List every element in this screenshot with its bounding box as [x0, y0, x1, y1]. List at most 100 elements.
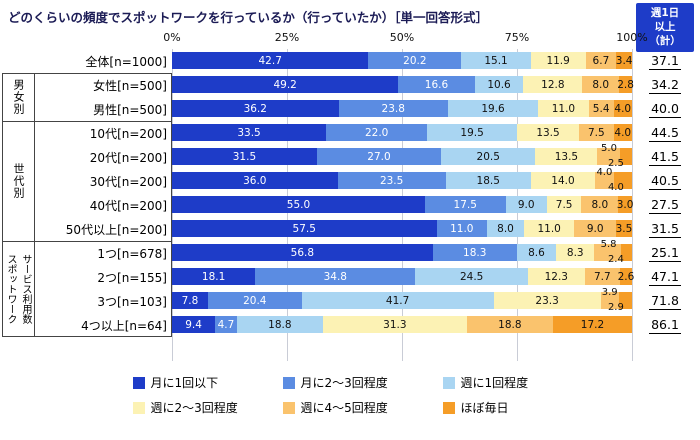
bar-segment: 18.5: [445, 172, 531, 189]
bar-segment: 8.6: [516, 244, 557, 261]
bar-segment: [594, 244, 621, 261]
summary-value: 47.1: [632, 265, 698, 289]
bar-segment-value: 3.4: [615, 54, 633, 67]
bar-segment-value: 9.0: [586, 222, 604, 235]
bar-segment-value: 22.0: [364, 126, 389, 139]
bar-segment: 24.5: [415, 268, 529, 285]
bar-segment: 7.8: [172, 292, 208, 309]
bar-segment: 8.0: [581, 196, 619, 213]
bar-segment-value: 42.7: [258, 54, 282, 67]
group-label: スポットワーク サービス利用数: [2, 241, 34, 337]
bar-segment-value: 3.9: [601, 287, 618, 298]
bar-segment: 11.9: [530, 52, 586, 69]
summary-value: 37.1: [632, 49, 698, 73]
bar-segment: 18.8: [466, 316, 553, 333]
summary-header-line-3: （計）: [649, 35, 681, 48]
summary-value-text: 86.1: [649, 316, 681, 334]
bar-segment-value: 23.8: [381, 102, 405, 115]
bar-segment: 7.5: [546, 196, 582, 213]
summary-value: 41.5: [632, 145, 698, 169]
bar-segment-value: 13.5: [536, 126, 560, 139]
bar-segment-value: 33.5: [237, 126, 261, 139]
bar-segment: 4.0: [613, 124, 632, 141]
bar-segment-value: 2.9: [607, 302, 624, 313]
bar-segment-value: 55.0: [286, 198, 311, 211]
bar-segment-value: 9.0: [517, 198, 535, 211]
chart-title: どのくらいの頻度でスポットワークを行っているか（行っていたか）［単一回答形式］: [8, 10, 489, 25]
bar-segment: 6.7: [585, 52, 617, 69]
row-label: 20代[n=200]: [89, 150, 167, 165]
bar-segment-value: 12.8: [541, 78, 565, 91]
legend-label: 週に4～5回程度: [300, 401, 388, 415]
bar-segment-value: 2.4: [607, 254, 624, 265]
bar-segment: 13.5: [516, 124, 580, 141]
stacked-bar: 49.2 16.6 10.6 12.8 8.0 2.8: [172, 76, 634, 93]
bar-segment-value: 24.5: [459, 270, 484, 283]
summary-value-text: 40.5: [649, 172, 681, 190]
bar-segment: 27.0: [316, 148, 442, 165]
bar-row: 36.2 23.8 19.6 11.0 5.4 4.0: [172, 97, 632, 121]
bar-segment-value: 16.6: [424, 78, 449, 91]
group-spacer: [2, 49, 34, 73]
bar-segment: [595, 172, 614, 189]
bar-segment-value: 36.2: [243, 102, 267, 115]
bar-segment: [600, 292, 619, 309]
bar-segment: 20.2: [368, 52, 462, 69]
legend-item: 月に2～3回程度: [282, 374, 443, 391]
bar-segment: 8.0: [582, 76, 620, 93]
stacked-bar: 33.5 22.0 19.5 13.5 7.5 4.0: [172, 124, 632, 141]
bar-segment-value: 36.0: [243, 174, 267, 187]
summary-header-line-1: 週1日: [650, 7, 680, 19]
bar-segment: 17.2: [552, 316, 632, 333]
bar-segment-value: 23.3: [535, 294, 559, 307]
bar-row: 49.2 16.6 10.6 12.8 8.0 2.8: [172, 73, 634, 97]
bar-segment: 9.0: [574, 220, 616, 237]
group-label: 世代別: [2, 121, 34, 241]
bar-segment-value: 10.6: [487, 78, 511, 91]
group-label-text: 男女別: [12, 79, 25, 115]
bar-segment-value: 2.8: [617, 78, 634, 91]
bar-segment: 5.4: [588, 100, 614, 117]
bar-segment: 17.5: [425, 196, 506, 213]
bar-segment: 16.6: [398, 76, 475, 93]
bar-segment: 10.6: [474, 76, 524, 93]
bar-segment-value: 6.7: [592, 54, 610, 67]
bar-segment-value: 7.5: [555, 198, 573, 211]
axis-tick-25: 25%: [274, 31, 300, 44]
bar-segment: 23.8: [338, 100, 448, 117]
row-label: 50代以上[n=200]: [65, 222, 167, 237]
bar-row: 9.4 4.7 18.8 31.3 18.8 17.2: [172, 313, 632, 337]
bar-segment: 7.5: [579, 124, 614, 141]
bar-segment: 56.8: [172, 244, 433, 261]
legend-label: 週に1回程度: [460, 376, 529, 390]
legend-item: 週に1回程度: [442, 374, 568, 391]
bar-segment: 14.0: [530, 172, 596, 189]
bar-segment: 11.0: [523, 220, 575, 237]
bar-segment-value: 3.0: [616, 198, 634, 211]
bar-segment-value: 11.0: [551, 102, 576, 115]
summary-value: 34.2: [632, 73, 698, 97]
axis-tick-0: 0%: [163, 31, 181, 44]
bar-segment: [613, 172, 632, 189]
bar-segment: 18.3: [432, 244, 517, 261]
group-label-text: スポットワーク: [5, 254, 16, 324]
gridline: [632, 49, 633, 361]
legend: 月に1回以下 月に2～3回程度 週に1回程度 週に2～3回程度 週に4～5回程度 ほぼ毎日: [0, 374, 700, 416]
summary-value-text: 44.5: [649, 124, 681, 142]
axis-tick-100: 100%: [616, 31, 648, 44]
bar-segment: 20.5: [441, 148, 536, 165]
bar-segment: 2.6: [618, 268, 634, 285]
bar-segment-value: 4.7: [217, 318, 235, 331]
legend-item: 週に2～3回程度: [132, 399, 283, 416]
row-label: 3つ[n=103]: [97, 294, 167, 309]
bar-row: 57.5 11.0 8.0 11.0 9.0 3.5: [172, 217, 632, 241]
bar-segment: 8.3: [556, 244, 595, 261]
summary-value-text: 27.5: [649, 196, 681, 214]
summary-value: 40.5: [632, 169, 698, 193]
bar-segment: 13.5: [535, 148, 598, 165]
legend-label: 月に2～3回程度: [300, 376, 388, 390]
bar-segment: 31.3: [323, 316, 467, 333]
bar-segment: 12.8: [523, 76, 583, 93]
bar-segment-value: 3.5: [615, 222, 633, 235]
bar-segment-value: 11.9: [546, 54, 570, 67]
